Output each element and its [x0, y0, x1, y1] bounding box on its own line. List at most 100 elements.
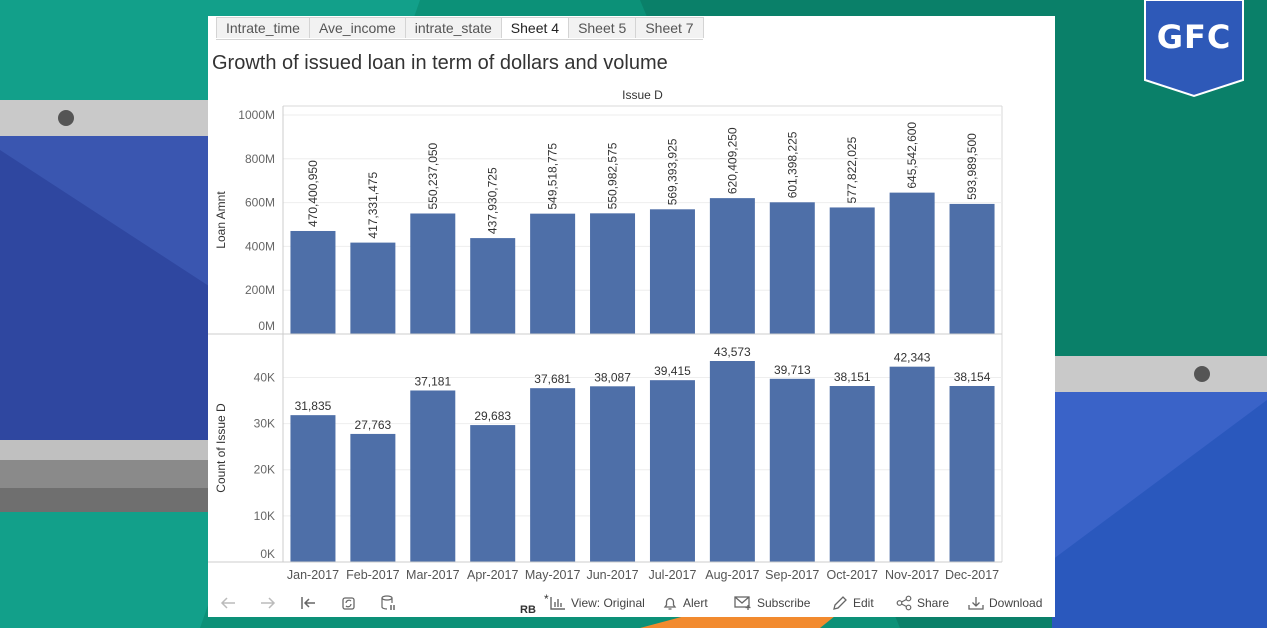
x-tick-label: Mar-2017	[406, 568, 460, 582]
x-tick-label: Jun-2017	[586, 568, 638, 582]
download-label: Download	[989, 595, 1043, 610]
data-label: 550,237,050	[426, 142, 440, 209]
revert-icon	[301, 596, 315, 609]
y-axis-label: Loan Amnt	[214, 191, 228, 249]
bar[interactable]	[829, 207, 875, 334]
download-button[interactable]: Download	[968, 588, 1042, 617]
data-label: 31,835	[295, 399, 332, 413]
view-original-label: View: Original	[571, 595, 645, 610]
mail-icon	[734, 595, 751, 610]
x-tick-label: Feb-2017	[346, 568, 400, 582]
bar[interactable]	[769, 378, 815, 562]
bar[interactable]	[889, 192, 935, 334]
x-tick-label: Aug-2017	[705, 568, 759, 582]
bar[interactable]	[410, 390, 456, 562]
pencil-icon	[833, 595, 847, 610]
data-label: 38,154	[954, 370, 991, 384]
pause-updates-button[interactable]	[380, 588, 396, 617]
dashboard-panel: Intrate_time Ave_income intrate_state Sheet…	[208, 16, 1055, 617]
y-tick-label: 800M	[245, 152, 275, 166]
y-tick-label: 30K	[254, 417, 275, 431]
refresh-icon	[342, 596, 355, 610]
arrow-left-icon	[220, 596, 235, 609]
subscribe-button[interactable]: Subscribe	[734, 588, 810, 617]
subscribe-label: Subscribe	[757, 595, 811, 610]
column-header: Issue D	[622, 88, 663, 102]
tab-sheet-5[interactable]: Sheet 5	[568, 17, 637, 38]
modified-mark: *	[544, 592, 549, 606]
data-label: 645,542,600	[905, 122, 919, 189]
y-tick-label: 0K	[260, 547, 275, 561]
revert-button[interactable]	[300, 588, 316, 617]
data-label: 38,087	[594, 370, 631, 384]
y-tick-label: 0M	[258, 319, 275, 333]
data-label: 39,415	[654, 364, 691, 378]
x-tick-label: Sep-2017	[765, 568, 819, 582]
data-label: 417,331,475	[366, 172, 380, 239]
arrow-right-icon	[261, 596, 276, 609]
data-label: 38,151	[834, 370, 871, 384]
bar[interactable]	[709, 198, 755, 334]
sheet-tabs: Intrate_time Ave_income intrate_state Sheet…	[216, 17, 704, 40]
x-tick-label: Jan-2017	[287, 568, 339, 582]
data-label: 549,518,775	[546, 143, 560, 210]
bar-chart: Issue D Loan Amnt 0M 200M 400M 600M 800M 1000M 4…	[208, 88, 1003, 582]
bar[interactable]	[530, 388, 576, 562]
rb-label: RB	[520, 604, 536, 616]
redo-button[interactable]	[260, 588, 276, 617]
bar[interactable]	[530, 213, 576, 334]
share-button[interactable]: Share	[896, 588, 949, 617]
bar[interactable]	[590, 213, 636, 334]
bar[interactable]	[889, 366, 935, 562]
alert-label: Alert	[683, 595, 708, 610]
data-label: 620,409,250	[725, 127, 739, 194]
download-icon	[968, 596, 984, 610]
x-tick-label: Apr-2017	[467, 568, 518, 582]
data-label: 569,393,925	[665, 138, 679, 205]
toolbar: RB * View: Original Alert Subscribe Edit…	[208, 588, 1055, 617]
bar[interactable]	[590, 386, 636, 562]
bar[interactable]	[649, 209, 695, 334]
data-label: 593,989,500	[965, 133, 979, 200]
x-tick-label: Oct-2017	[826, 568, 877, 582]
share-icon	[896, 595, 912, 610]
tab-ave-income[interactable]: Ave_income	[308, 17, 406, 38]
data-label: 577,822,025	[845, 136, 859, 203]
bar[interactable]	[949, 385, 995, 562]
y-tick-label: 20K	[254, 463, 275, 477]
x-tick-label: Dec-2017	[945, 568, 999, 582]
data-label: 37,181	[414, 374, 451, 388]
bar[interactable]	[410, 213, 456, 334]
y-tick-label: 200M	[245, 283, 275, 297]
edit-button[interactable]: Edit	[832, 588, 874, 617]
bar[interactable]	[350, 433, 396, 562]
data-label: 37,681	[534, 372, 571, 386]
bar[interactable]	[290, 230, 336, 334]
bar[interactable]	[949, 203, 995, 334]
edit-label: Edit	[853, 595, 874, 610]
y-tick-label: 40K	[254, 370, 275, 384]
data-label: 39,713	[774, 363, 811, 377]
refresh-button[interactable]	[341, 588, 357, 617]
undo-button[interactable]	[220, 588, 236, 617]
tab-intrate-state[interactable]: intrate_state	[404, 17, 502, 38]
bar[interactable]	[769, 202, 815, 334]
x-tick-label: Jul-2017	[648, 568, 696, 582]
bar[interactable]	[290, 415, 336, 562]
alert-button[interactable]: Alert	[662, 588, 708, 617]
y-tick-label: 10K	[254, 509, 275, 523]
tab-sheet-4[interactable]: Sheet 4	[500, 17, 570, 38]
data-label: 550,982,575	[606, 142, 620, 209]
bell-icon	[663, 597, 677, 610]
bar[interactable]	[709, 361, 755, 562]
view-icon	[550, 596, 565, 610]
bar[interactable]	[829, 386, 875, 562]
tab-sheet-7[interactable]: Sheet 7	[635, 17, 704, 38]
bar[interactable]	[350, 242, 396, 334]
x-tick-label: Nov-2017	[885, 568, 939, 582]
bar[interactable]	[470, 238, 516, 334]
view-original-button[interactable]: View: Original	[550, 588, 645, 617]
bar[interactable]	[649, 380, 695, 562]
bar[interactable]	[470, 425, 516, 562]
data-label: 601,398,225	[785, 131, 799, 198]
